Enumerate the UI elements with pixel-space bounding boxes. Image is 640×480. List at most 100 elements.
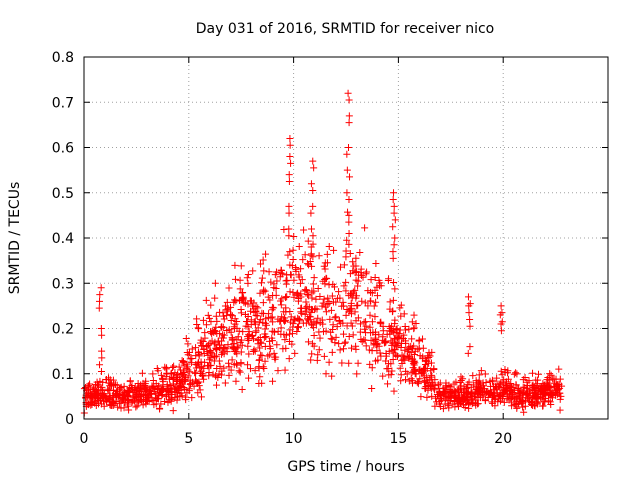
data-point bbox=[347, 304, 355, 312]
data-point bbox=[415, 344, 423, 352]
data-point bbox=[357, 265, 365, 273]
data-point bbox=[362, 329, 370, 337]
data-point bbox=[417, 393, 425, 401]
data-point bbox=[453, 399, 461, 407]
data-point bbox=[309, 202, 317, 210]
data-point bbox=[259, 299, 267, 307]
data-point bbox=[223, 306, 231, 314]
data-point bbox=[310, 274, 318, 282]
data-point bbox=[138, 369, 146, 377]
data-point bbox=[408, 335, 416, 343]
data-point bbox=[388, 341, 396, 349]
data-point bbox=[352, 342, 360, 350]
data-point bbox=[494, 398, 502, 406]
data-point bbox=[393, 325, 401, 333]
data-point bbox=[542, 395, 550, 403]
data-point bbox=[427, 381, 435, 389]
data-point bbox=[385, 347, 393, 355]
data-point bbox=[285, 209, 293, 217]
data-point bbox=[371, 274, 379, 282]
data-point bbox=[366, 323, 374, 331]
data-point bbox=[253, 312, 261, 320]
data-point bbox=[447, 388, 455, 396]
data-point bbox=[424, 352, 432, 360]
data-point bbox=[389, 296, 397, 304]
data-point bbox=[206, 346, 214, 354]
data-point bbox=[259, 319, 267, 327]
data-point bbox=[282, 308, 290, 316]
data-point bbox=[286, 141, 294, 149]
data-point bbox=[281, 317, 289, 325]
data-point bbox=[345, 144, 353, 151]
data-point bbox=[310, 287, 318, 295]
data-point bbox=[351, 308, 359, 316]
data-point bbox=[439, 405, 447, 413]
data-point bbox=[342, 278, 350, 286]
data-point bbox=[537, 387, 545, 395]
data-point bbox=[245, 350, 253, 358]
data-point bbox=[389, 223, 397, 231]
data-point bbox=[264, 293, 272, 301]
data-point bbox=[232, 348, 240, 356]
data-point bbox=[110, 393, 118, 401]
data-point bbox=[518, 399, 526, 407]
data-point bbox=[212, 312, 220, 320]
data-point bbox=[421, 377, 429, 385]
data-point bbox=[244, 270, 252, 278]
data-point bbox=[230, 361, 238, 369]
x-tick-label: 10 bbox=[285, 431, 303, 447]
data-point bbox=[216, 341, 224, 349]
data-point bbox=[102, 396, 110, 404]
data-point bbox=[112, 397, 120, 405]
data-point bbox=[423, 373, 431, 381]
data-point bbox=[414, 378, 422, 386]
data-point bbox=[439, 384, 447, 392]
data-point bbox=[258, 352, 266, 360]
data-point bbox=[396, 304, 404, 312]
data-point bbox=[497, 302, 505, 310]
data-point bbox=[337, 263, 345, 271]
data-point bbox=[192, 364, 200, 372]
data-point bbox=[109, 392, 117, 400]
data-point bbox=[251, 318, 259, 326]
data-point bbox=[419, 355, 427, 363]
data-point bbox=[346, 306, 354, 314]
data-point bbox=[471, 390, 479, 398]
data-point bbox=[556, 406, 564, 414]
plot-frame bbox=[83, 56, 609, 420]
data-point bbox=[243, 318, 251, 326]
data-point bbox=[362, 342, 370, 350]
data-point bbox=[166, 381, 174, 389]
data-point bbox=[540, 382, 548, 390]
data-point bbox=[371, 286, 379, 294]
data-point bbox=[340, 345, 348, 353]
data-point bbox=[298, 304, 306, 312]
data-point bbox=[158, 374, 166, 382]
data-point bbox=[164, 398, 172, 406]
data-point bbox=[172, 388, 180, 396]
data-point bbox=[233, 344, 241, 352]
data-point bbox=[305, 261, 313, 269]
data-point bbox=[341, 338, 349, 346]
data-point bbox=[300, 226, 308, 234]
data-point bbox=[346, 173, 354, 181]
data-point bbox=[261, 287, 269, 295]
data-point bbox=[280, 316, 288, 324]
data-point bbox=[303, 303, 311, 311]
data-point bbox=[410, 358, 418, 366]
data-point bbox=[517, 389, 525, 397]
data-point bbox=[344, 208, 352, 216]
data-point bbox=[323, 275, 331, 283]
data-point bbox=[244, 361, 252, 369]
data-point bbox=[184, 340, 192, 348]
data-point bbox=[530, 392, 538, 400]
data-point bbox=[241, 311, 249, 319]
data-point bbox=[496, 311, 504, 319]
data-point bbox=[481, 370, 489, 378]
data-point bbox=[96, 361, 104, 369]
data-point bbox=[325, 281, 333, 289]
data-point bbox=[225, 363, 233, 371]
data-point bbox=[255, 380, 263, 388]
data-point bbox=[131, 397, 139, 405]
data-point bbox=[270, 280, 278, 288]
